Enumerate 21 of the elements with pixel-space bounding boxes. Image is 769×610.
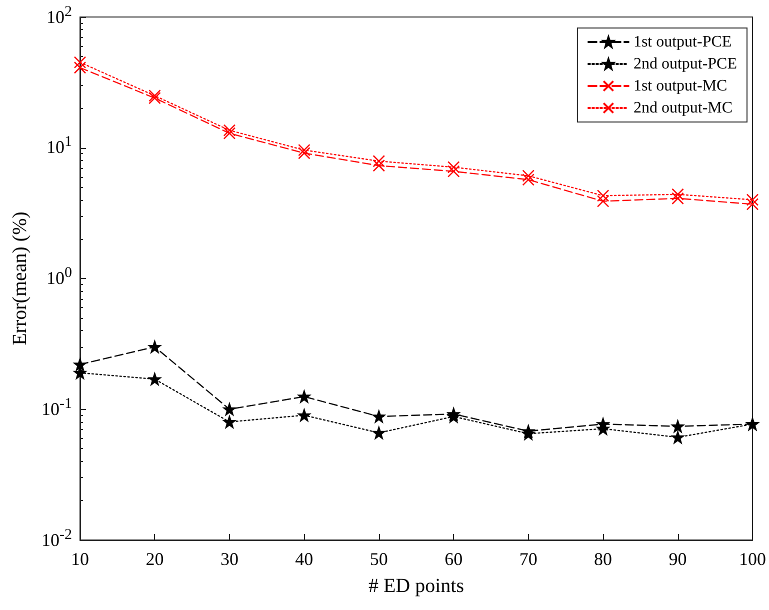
x-tick-label: 10 [71, 549, 89, 569]
x-tick-label: 30 [220, 549, 238, 569]
y-tick-label: 10$^{2}$ [46, 4, 72, 26]
legend-label: 2nd output-MC [633, 100, 733, 116]
x-tick-label: 20 [146, 549, 164, 569]
x-tick-label: 90 [668, 549, 687, 569]
y-axis-title: Error(mean) (%) [9, 212, 31, 346]
legend-label: 2nd output-PCE [633, 56, 737, 72]
x-tick-label: 70 [519, 549, 538, 569]
y-tick-label: 10$^{1}$ [46, 134, 72, 158]
y-tick-label: 10$^{0}$ [46, 265, 72, 288]
legend-label: 1st output-PCE [633, 34, 732, 50]
x-tick-label: 60 [444, 549, 463, 569]
x-axis-title: # ED points [368, 575, 464, 597]
x-tick-label: 80 [594, 549, 612, 569]
x-tick-label: 40 [295, 549, 314, 569]
y-tick-label: 10$^{-1}$ [42, 396, 72, 419]
x-tick-label: 100 [739, 549, 766, 569]
legend-label: 1st output-MC [633, 78, 728, 94]
y-tick-label: 10$^{-2}$ [42, 526, 72, 550]
x-tick-label: 50 [370, 549, 388, 569]
